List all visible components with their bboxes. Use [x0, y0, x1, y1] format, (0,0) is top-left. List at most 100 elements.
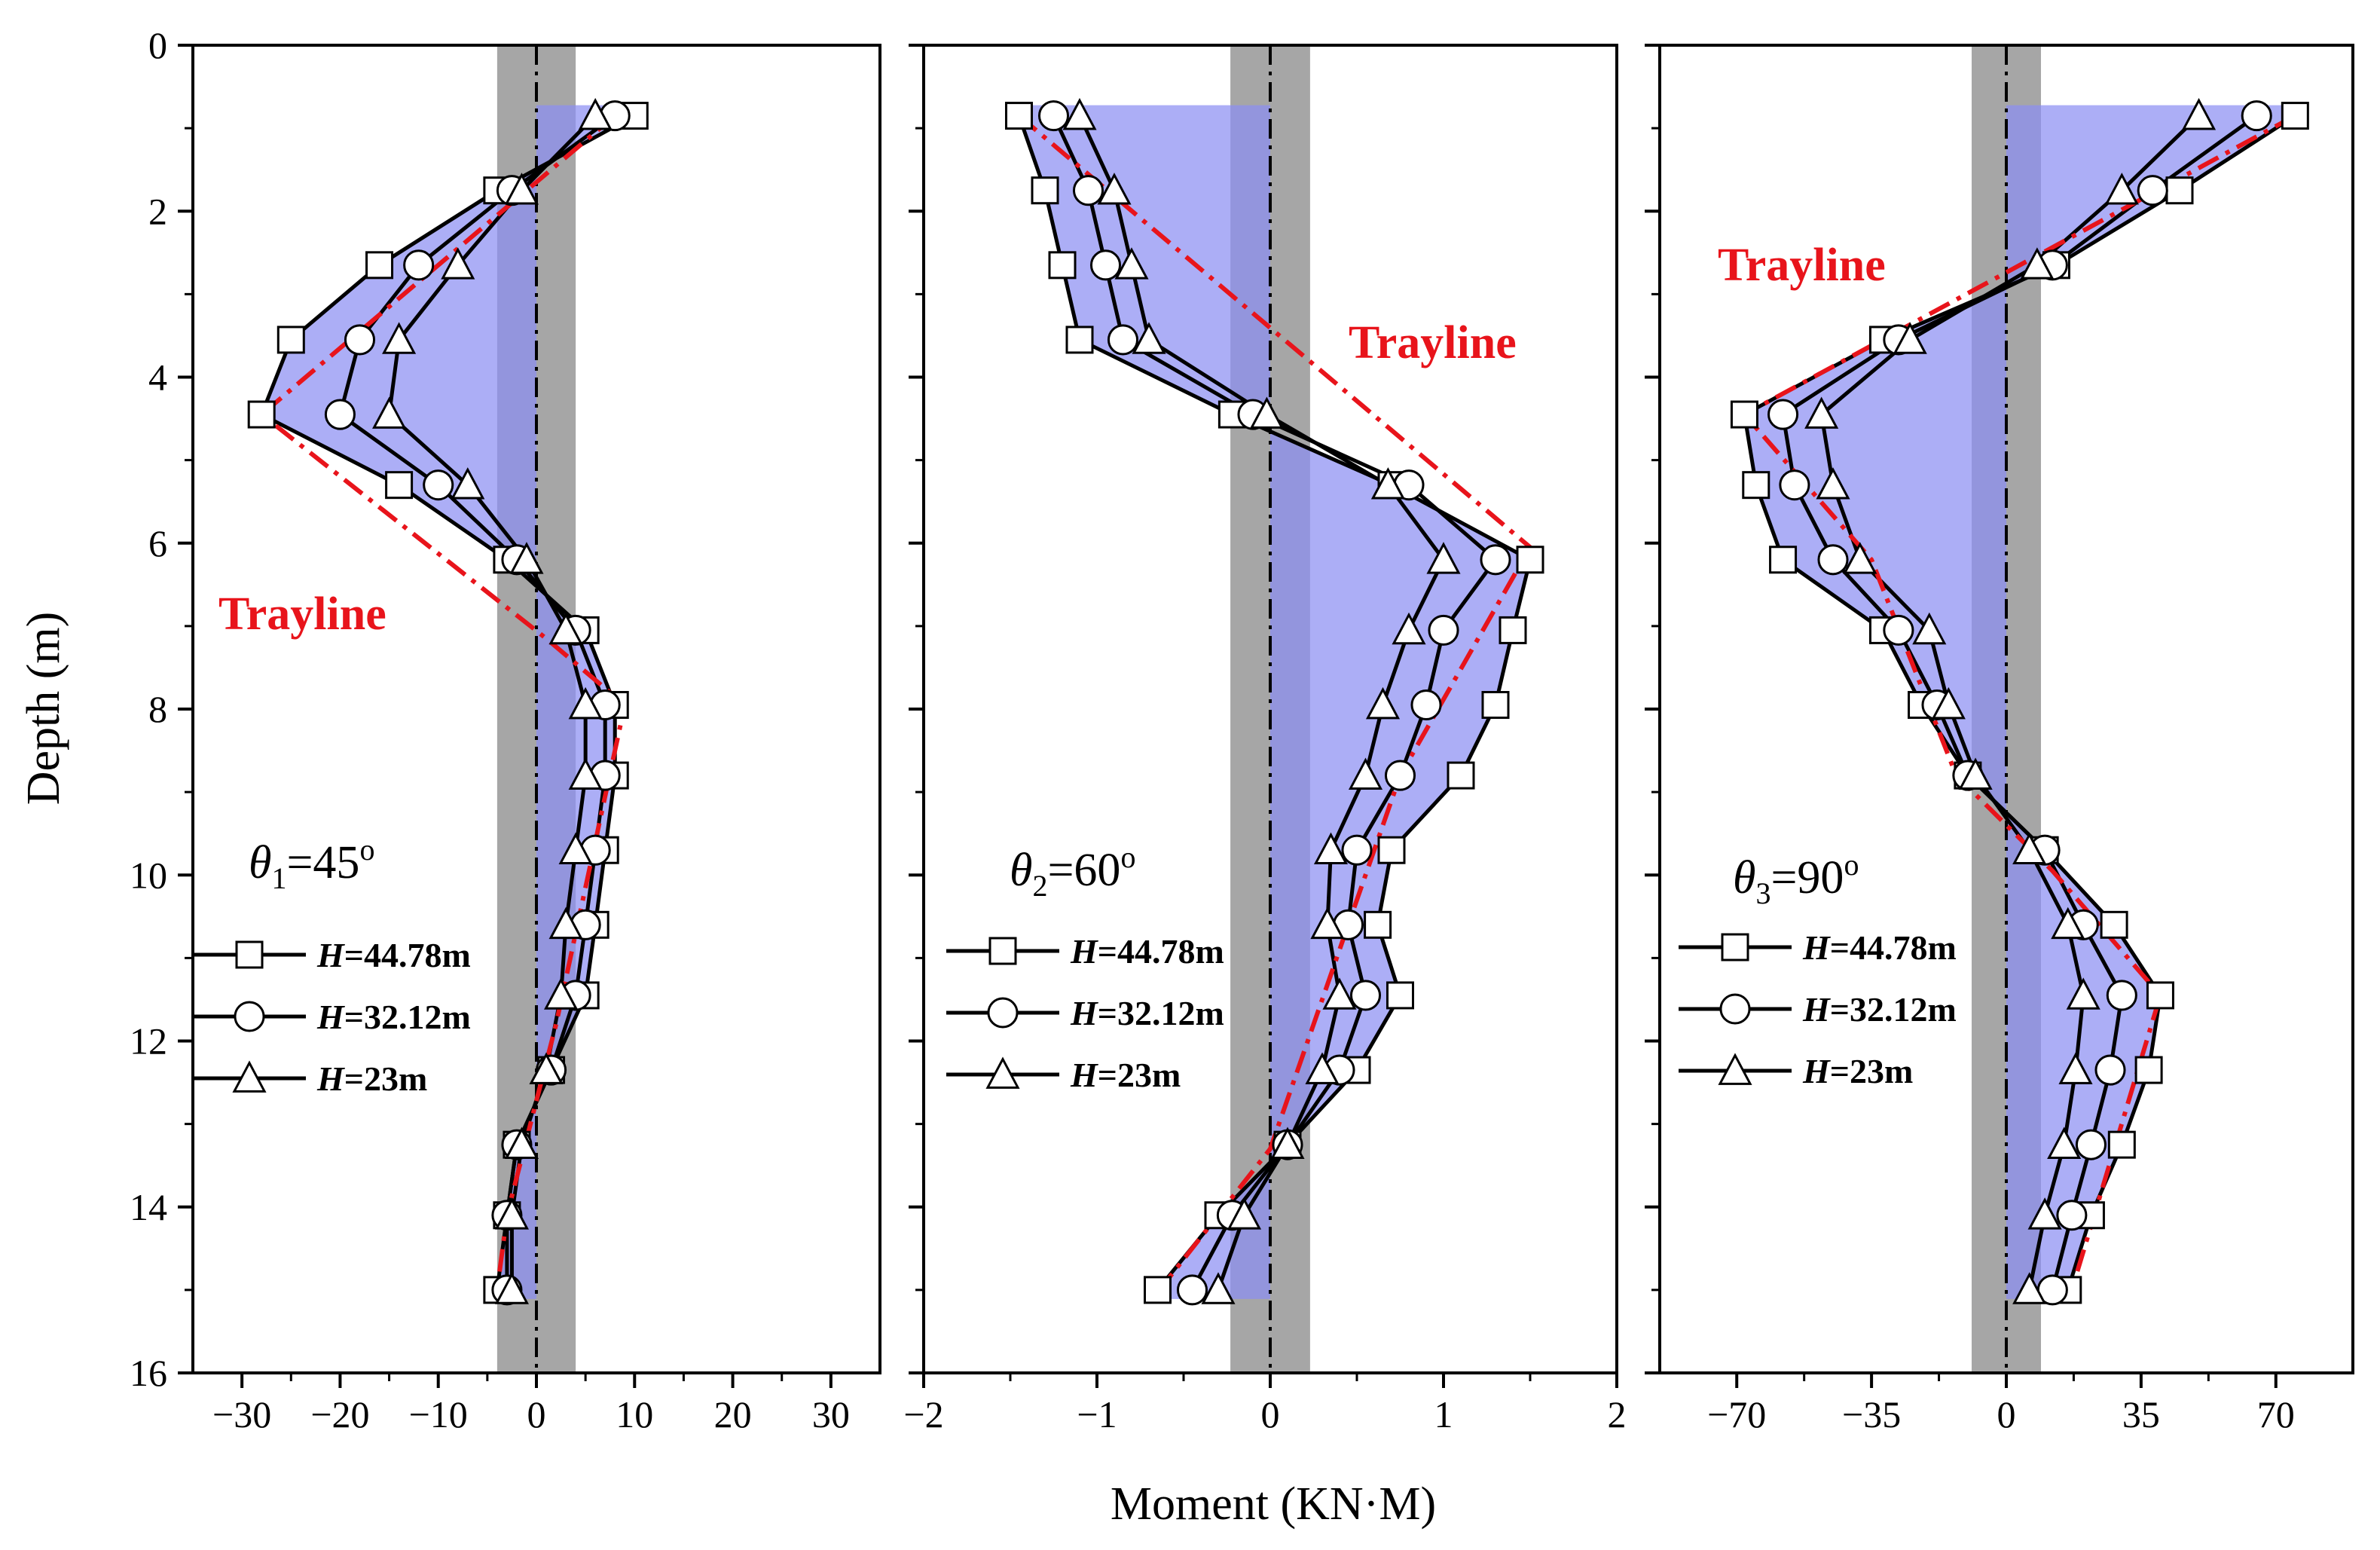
- legend-label: H=32.12m: [1802, 990, 1957, 1029]
- legend-label: H=23m: [1070, 1056, 1181, 1094]
- data-point-triangle: [529, 1052, 564, 1084]
- data-point-triangle: [1227, 1197, 1262, 1230]
- data-point-square: [385, 471, 414, 500]
- x-tick-label: −35: [1842, 1393, 1901, 1435]
- data-point-circle: [1037, 100, 1070, 132]
- legend-marker-circle: [234, 1001, 265, 1032]
- data-point-triangle: [1114, 247, 1149, 280]
- data-point-circle: [1428, 614, 1459, 646]
- data-point-circle: [2056, 1200, 2088, 1231]
- data-point-triangle: [2051, 906, 2085, 940]
- legend-marker-circle: [1719, 993, 1751, 1025]
- x-tick-label: 0: [1997, 1393, 2016, 1435]
- data-point-triangle: [1348, 757, 1383, 790]
- data-point-circle: [1349, 980, 1382, 1011]
- trayline-label: Trayline: [1718, 240, 1886, 291]
- data-point-circle: [2106, 980, 2137, 1011]
- y-tick-label: 14: [130, 1186, 167, 1228]
- x-tick-label: 20: [714, 1393, 752, 1435]
- data-point-square: [1377, 836, 1406, 864]
- data-point-triangle: [1201, 1272, 1236, 1304]
- data-point-circle: [1410, 689, 1442, 721]
- data-point-triangle: [1426, 542, 1461, 574]
- data-point-circle: [344, 324, 376, 356]
- x-tick-label: 30: [812, 1393, 850, 1435]
- x-tick-label: 0: [1261, 1393, 1280, 1435]
- data-point-square: [1386, 981, 1414, 1010]
- data-point-triangle: [2058, 1052, 2093, 1084]
- panel-1: −30 −20 −10 0 10 20 30 0 2 4 6 8 10 12 14 16 θ1=45o Trayl…: [130, 24, 881, 1435]
- data-point-triangle: [1365, 686, 1401, 720]
- x-tick-label: −1: [1077, 1393, 1117, 1435]
- data-point-triangle: [1270, 1127, 1305, 1159]
- data-point-circle: [1883, 614, 1914, 646]
- plot-area: [1730, 45, 2309, 1373]
- data-point-triangle: [568, 686, 603, 720]
- legend-marker-square: [1721, 933, 1749, 961]
- data-point-circle: [1107, 324, 1139, 356]
- x-tick-label: −2: [903, 1393, 943, 1435]
- x-tick-label: −20: [310, 1393, 369, 1435]
- y-tick-label: 0: [148, 24, 167, 66]
- data-point-square: [1364, 910, 1392, 939]
- y-tick-label: 4: [148, 356, 167, 399]
- data-point-circle: [2241, 100, 2272, 132]
- data-point-triangle: [548, 906, 583, 940]
- data-point-circle: [1817, 544, 1849, 576]
- data-point-circle: [2094, 1054, 2126, 1086]
- data-point-circle: [423, 469, 454, 501]
- x-axis-title: Moment (KN·M): [1111, 1478, 1436, 1530]
- data-point-square: [1516, 546, 1544, 574]
- data-point-triangle: [441, 247, 475, 280]
- x-tick-label: 10: [616, 1393, 653, 1435]
- data-point-triangle: [1062, 98, 1097, 130]
- data-point-square: [1144, 1276, 1172, 1304]
- data-point-circle: [1072, 175, 1104, 206]
- data-point-circle: [1767, 399, 1799, 430]
- moment-envelope-fill: [1019, 105, 1530, 1299]
- data-point-triangle: [372, 396, 407, 429]
- panel-2: −2 −1 0 1 2 θ2=60o Trayline H=44.78m H=32.12m H=2…: [903, 44, 1627, 1435]
- data-point-triangle: [578, 98, 613, 130]
- data-point-square: [1730, 400, 1758, 429]
- data-point-triangle: [504, 173, 539, 205]
- data-point-triangle: [2027, 1197, 2062, 1230]
- legend: H=44.78m H=32.12m H=23m: [193, 936, 471, 1098]
- data-point-circle: [1176, 1274, 1208, 1306]
- data-point-triangle: [451, 467, 485, 500]
- x-tick-label: −70: [1707, 1393, 1766, 1435]
- legend-marker-triangle: [1718, 1053, 1752, 1085]
- y-tick-label: 8: [148, 688, 167, 730]
- y-tick-label: 6: [148, 522, 167, 564]
- legend-label: H=44.78m: [1070, 932, 1224, 971]
- data-point-triangle: [2012, 1272, 2047, 1304]
- data-point-square: [2165, 176, 2194, 205]
- data-point-triangle: [1313, 832, 1349, 865]
- data-point-square: [247, 400, 276, 429]
- data-point-triangle: [2066, 977, 2100, 1010]
- data-point-triangle: [1322, 977, 1357, 1010]
- y-tick-label: 10: [130, 854, 167, 896]
- data-point-circle: [2137, 175, 2168, 206]
- legend-marker-circle: [987, 997, 1019, 1029]
- x-tick-label: −10: [409, 1393, 468, 1435]
- data-point-square: [1031, 176, 1059, 205]
- data-point-triangle: [2104, 173, 2139, 205]
- legend-marker-triangle: [985, 1056, 1020, 1089]
- x-tick-label: 1: [1434, 1393, 1453, 1435]
- moment-envelope-fill: [261, 105, 635, 1299]
- data-point-triangle: [1310, 906, 1345, 940]
- data-point-triangle: [1912, 612, 1947, 645]
- y-axis-title: Depth (m): [18, 612, 69, 806]
- data-point-square: [1742, 471, 1770, 500]
- legend-marker-square: [235, 940, 264, 969]
- data-point-square: [1499, 616, 1527, 644]
- data-point-triangle: [2020, 247, 2055, 280]
- legend-label: H=23m: [1802, 1052, 1913, 1090]
- legend-label: H=44.78m: [316, 936, 471, 974]
- legend: H=44.78m H=32.12m H=23m: [946, 932, 1224, 1094]
- plot-area: [247, 45, 649, 1373]
- data-point-circle: [1779, 469, 1810, 501]
- data-point-triangle: [509, 542, 544, 574]
- data-point-triangle: [1132, 322, 1166, 354]
